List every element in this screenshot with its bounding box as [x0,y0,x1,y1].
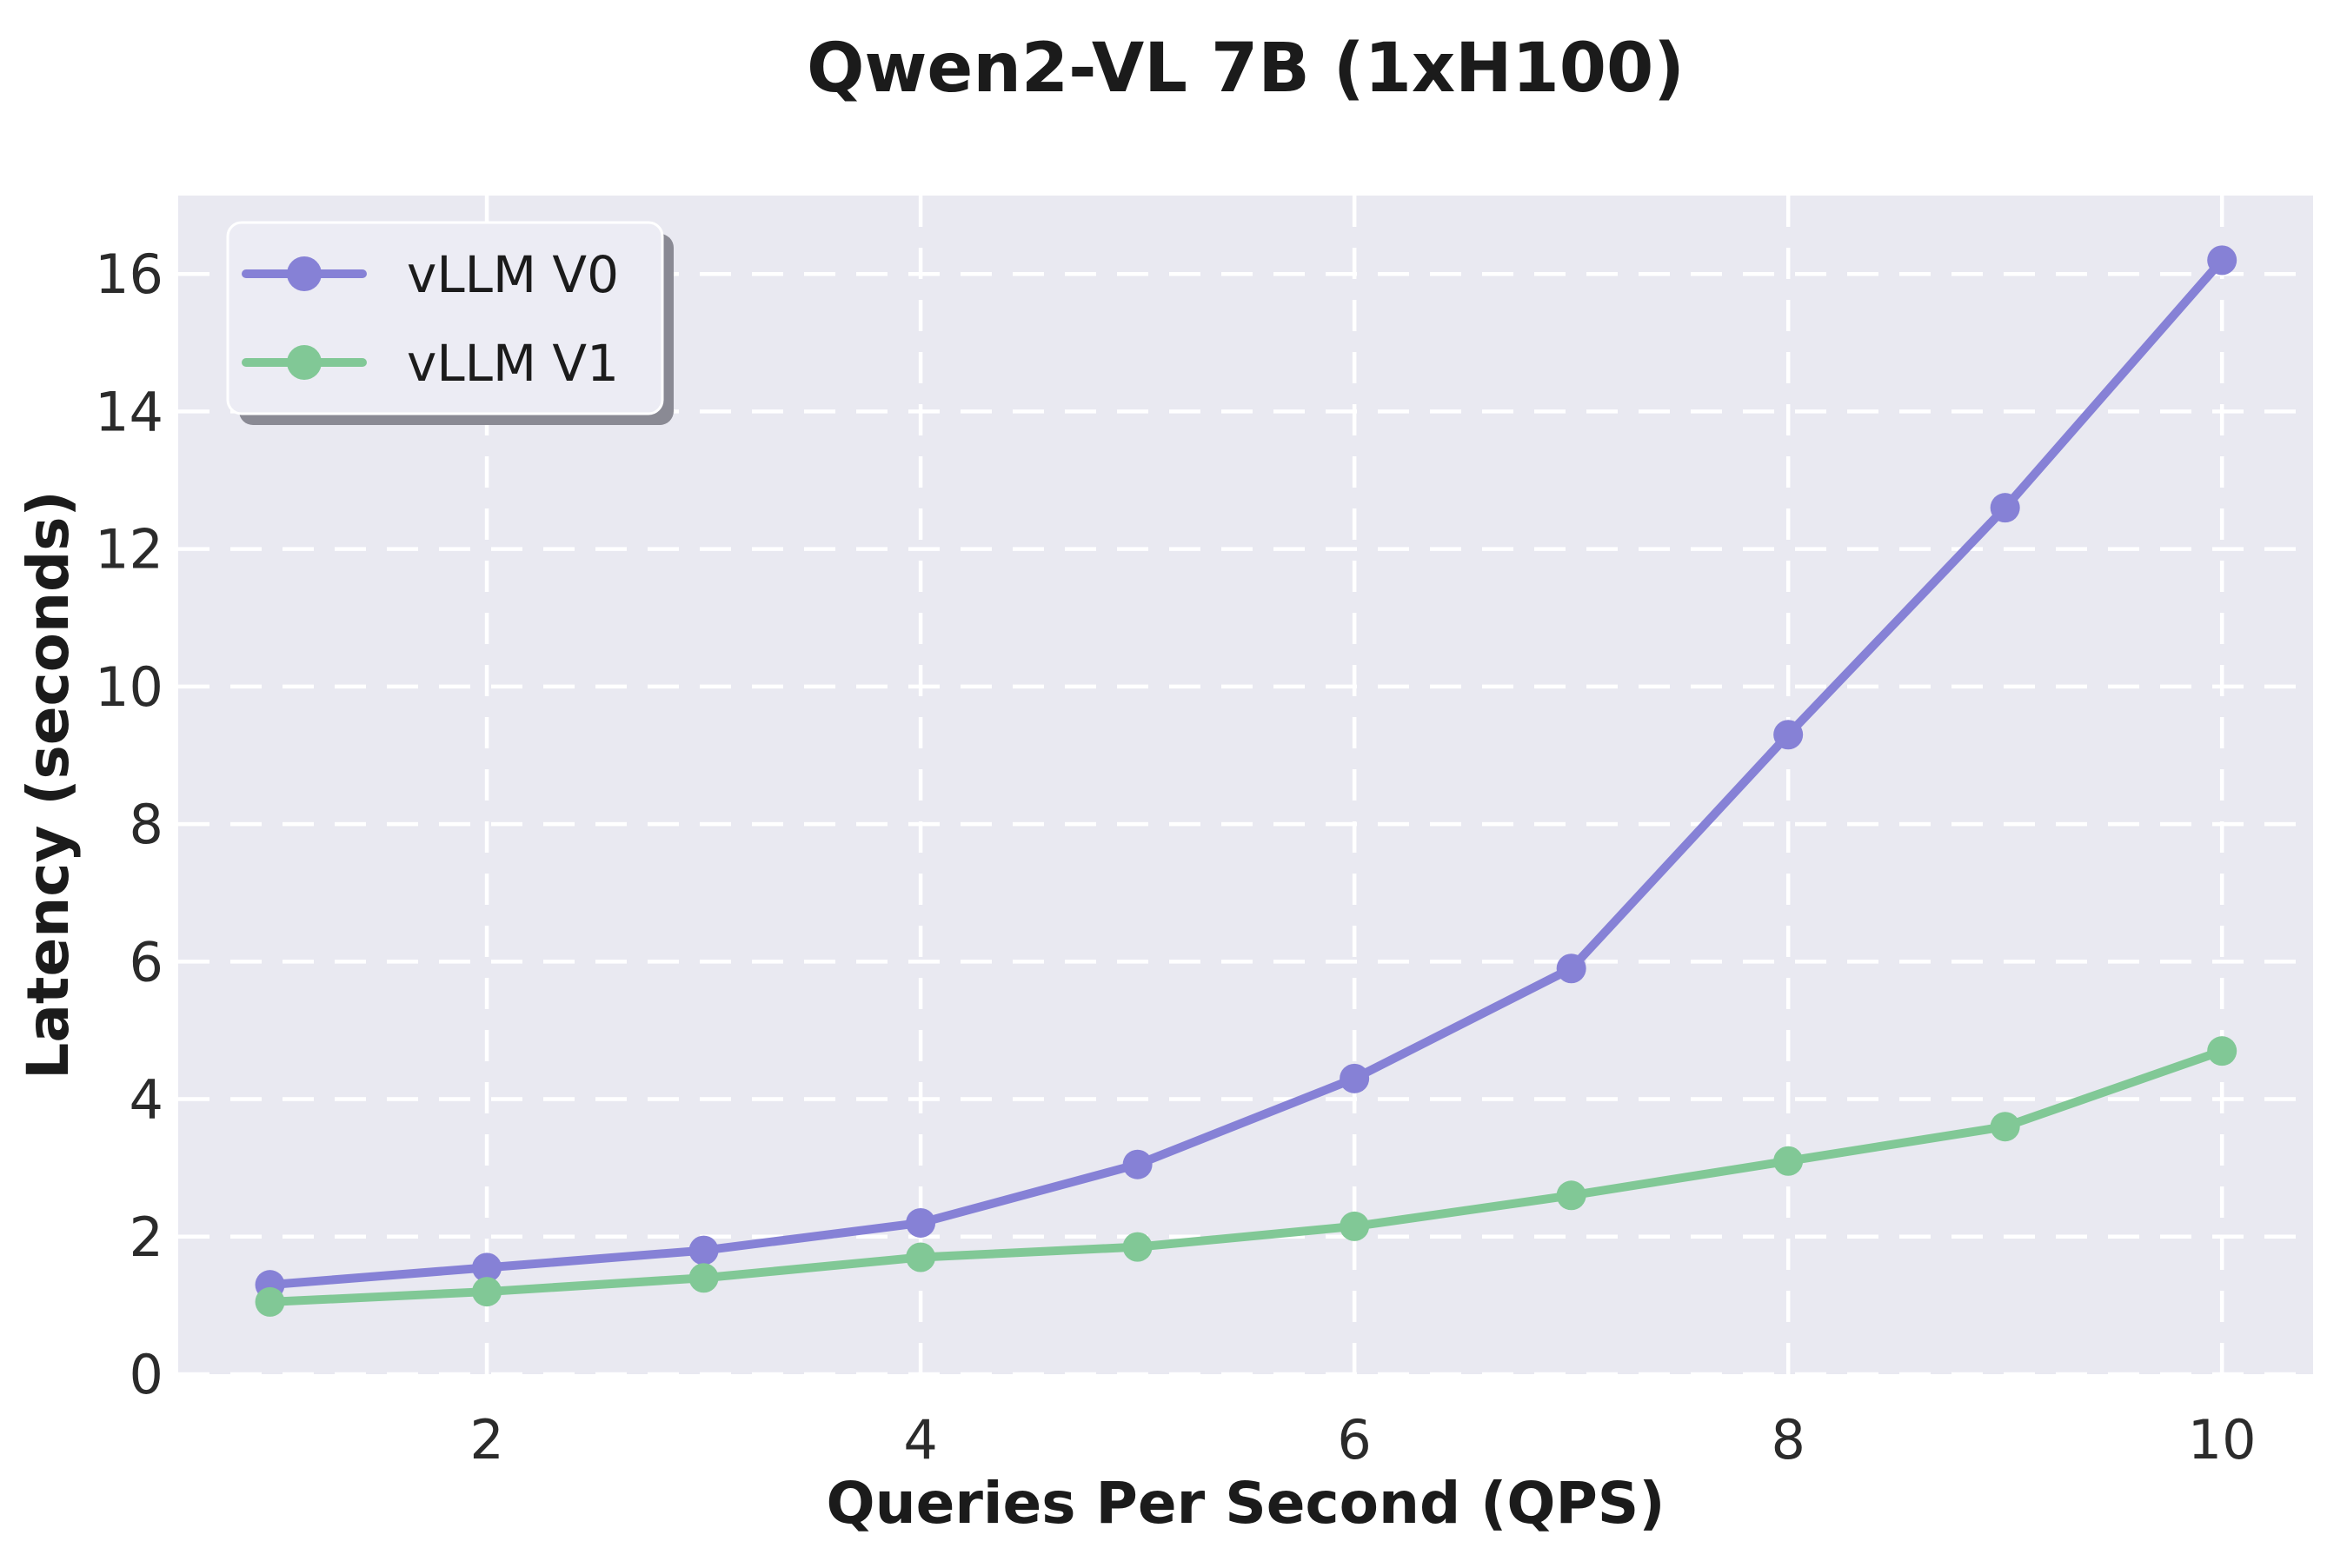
data-point-marker [906,1207,936,1238]
data-point-marker [472,1252,502,1283]
legend-label: vLLM V0 [407,245,619,304]
data-point-marker [1340,1063,1370,1093]
data-point-marker [1990,1112,2020,1142]
y-tick-label: 4 [130,1068,163,1132]
x-tick-label: 6 [1337,1408,1371,1472]
y-axis-tick-labels: 0 2 4 6 8 10 12 14 16 [95,243,163,1406]
x-tick-label: 2 [469,1408,503,1472]
data-point-marker [1773,1146,1804,1176]
data-point-marker [255,1286,285,1317]
x-tick-label: 4 [903,1408,937,1472]
data-point-marker [688,1263,719,1293]
y-tick-label: 0 [130,1343,163,1406]
x-tick-label: 8 [1771,1408,1805,1472]
data-point-marker [1556,953,1586,984]
y-tick-label: 10 [95,655,163,719]
y-tick-label: 6 [130,930,163,993]
y-tick-label: 2 [130,1206,163,1269]
gridlines [178,196,2313,1377]
y-axis-label: Latency (seconds) [15,490,82,1079]
data-point-marker [1122,1149,1153,1179]
series-line-vllm-v1 [265,1046,2227,1306]
data-series [255,245,2237,1317]
legend-marker [287,256,322,291]
legend-label: vLLM V1 [407,334,619,393]
data-point-marker [2207,1036,2237,1066]
series-line-vllm-v0 [265,256,2227,1290]
legend: vLLM V0 vLLM V1 [226,221,674,425]
data-point-marker [2207,245,2237,276]
data-point-marker [1773,720,1804,750]
y-tick-label: 12 [95,518,163,581]
y-tick-label: 8 [130,793,163,856]
chart-title: Qwen2-VL 7B (1xH100) [807,30,1685,108]
data-point-marker [1556,1180,1586,1211]
legend-marker [287,345,322,380]
x-tick-label: 10 [2188,1408,2257,1472]
y-tick-label: 16 [95,243,163,306]
data-point-marker [1990,493,2020,523]
data-point-marker [1340,1211,1370,1241]
data-point-marker [1122,1232,1153,1262]
x-axis-tick-labels: 2 4 6 8 10 [469,1408,2256,1472]
data-point-marker [688,1235,719,1266]
data-point-marker [472,1277,502,1307]
legend-item-vllm-v0: vLLM V0 [242,245,619,304]
y-tick-label: 14 [95,380,163,443]
legend-item-vllm-v1: vLLM V1 [242,334,619,393]
x-axis-label: Queries Per Second (QPS) [826,1470,1665,1537]
data-point-marker [906,1242,936,1272]
